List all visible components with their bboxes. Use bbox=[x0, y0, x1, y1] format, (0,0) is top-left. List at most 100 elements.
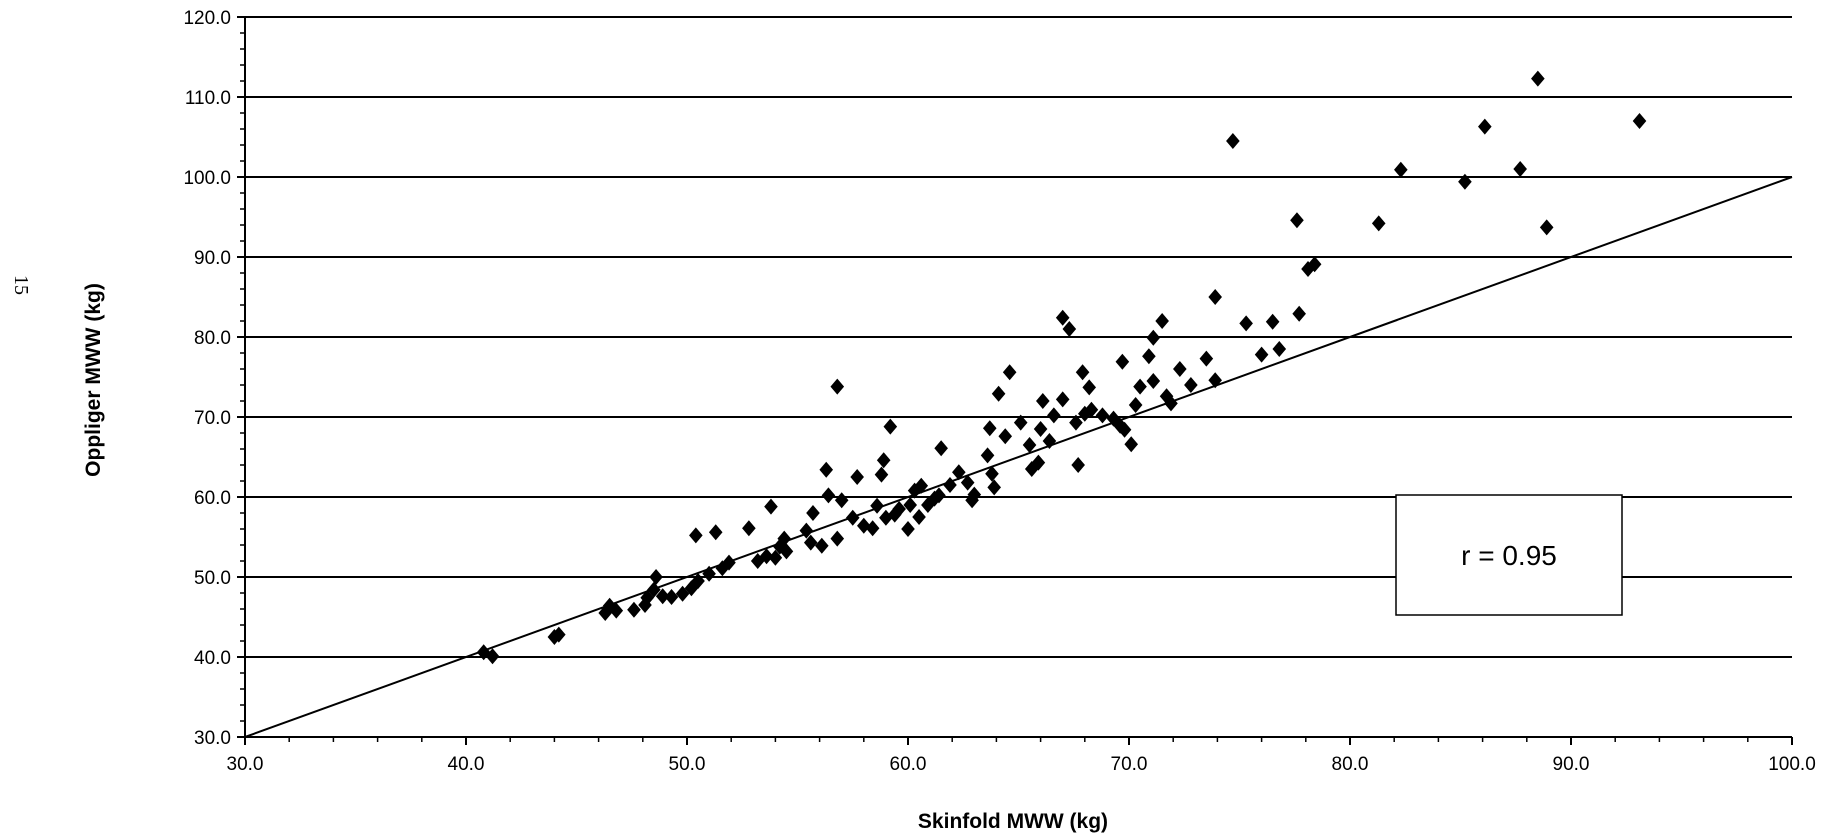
x-tick-label: 80.0 bbox=[1332, 754, 1369, 775]
data-point bbox=[1307, 256, 1322, 273]
data-point bbox=[821, 487, 836, 504]
data-point bbox=[1164, 395, 1178, 412]
data-point bbox=[1095, 407, 1110, 424]
x-tick-label: 50.0 bbox=[669, 754, 706, 775]
data-point bbox=[1128, 397, 1143, 413]
data-point bbox=[1265, 313, 1280, 330]
data-point bbox=[1208, 289, 1222, 305]
data-point bbox=[1042, 433, 1057, 449]
data-point bbox=[759, 548, 774, 565]
data-point bbox=[907, 482, 922, 499]
data-point bbox=[1184, 377, 1198, 393]
data-point bbox=[815, 537, 829, 554]
data-point bbox=[991, 385, 1006, 402]
data-point bbox=[742, 520, 756, 537]
data-point bbox=[912, 509, 926, 525]
x-tick-label: 70.0 bbox=[1111, 754, 1148, 775]
data-point bbox=[1133, 378, 1147, 395]
y-tick-label: 80.0 bbox=[194, 328, 231, 349]
data-point bbox=[1117, 421, 1132, 438]
y-tick-label: 70.0 bbox=[194, 408, 231, 429]
data-point bbox=[1254, 346, 1269, 363]
data-point bbox=[1173, 361, 1187, 377]
data-point bbox=[1002, 364, 1017, 381]
data-point bbox=[1124, 436, 1139, 453]
x-tick-label: 100.0 bbox=[1768, 754, 1816, 775]
data-point bbox=[1539, 219, 1554, 236]
data-points bbox=[476, 70, 1647, 665]
data-point bbox=[960, 474, 975, 491]
data-point bbox=[857, 517, 871, 534]
data-point bbox=[627, 601, 641, 618]
data-point bbox=[1013, 414, 1028, 431]
x-tick-label: 40.0 bbox=[448, 754, 485, 775]
data-point bbox=[609, 602, 624, 619]
page-number: 15 bbox=[10, 275, 32, 295]
axes bbox=[237, 16, 1793, 745]
data-point bbox=[777, 530, 792, 547]
data-point bbox=[655, 588, 670, 605]
data-point bbox=[1084, 401, 1099, 418]
y-tick-label: 110.0 bbox=[185, 88, 231, 109]
data-point bbox=[708, 524, 723, 541]
data-point bbox=[649, 569, 663, 585]
data-point bbox=[870, 497, 884, 514]
y-tick-label: 100.0 bbox=[183, 168, 231, 189]
data-point bbox=[914, 477, 929, 494]
data-point bbox=[985, 465, 999, 482]
data-point bbox=[921, 497, 935, 513]
data-point bbox=[1082, 379, 1097, 396]
data-point bbox=[1146, 329, 1161, 346]
identity-line-group bbox=[244, 176, 1793, 738]
data-point bbox=[806, 505, 820, 521]
data-point bbox=[1208, 372, 1222, 389]
data-point bbox=[819, 461, 834, 478]
data-point bbox=[1292, 305, 1306, 322]
data-point bbox=[874, 466, 889, 483]
data-point bbox=[702, 565, 716, 582]
data-point bbox=[1632, 113, 1647, 129]
data-point bbox=[1047, 407, 1061, 424]
data-point bbox=[689, 527, 703, 544]
data-point bbox=[1055, 391, 1070, 408]
data-point bbox=[768, 549, 783, 566]
y-tick-label: 40.0 bbox=[194, 648, 231, 669]
data-point bbox=[1478, 118, 1492, 135]
y-tick-label: 30.0 bbox=[194, 728, 231, 749]
data-point bbox=[779, 543, 794, 560]
x-axis-title: Skinfold MWW (kg) bbox=[918, 810, 1108, 833]
data-point bbox=[1033, 421, 1048, 437]
data-point bbox=[903, 497, 918, 513]
data-point bbox=[1272, 341, 1287, 357]
y-tick-label: 90.0 bbox=[194, 248, 231, 269]
data-point bbox=[715, 560, 730, 577]
data-point bbox=[1069, 414, 1083, 431]
annotation-box: r = 0.95 bbox=[1395, 494, 1623, 616]
data-point bbox=[485, 648, 500, 665]
data-point bbox=[1115, 353, 1130, 370]
data-point bbox=[865, 520, 880, 537]
data-point bbox=[803, 534, 818, 551]
data-point bbox=[998, 428, 1013, 445]
data-point bbox=[647, 581, 661, 598]
identity-line bbox=[244, 176, 1793, 738]
data-point bbox=[691, 573, 705, 589]
data-point bbox=[982, 420, 997, 437]
data-point bbox=[845, 509, 860, 526]
data-point bbox=[1239, 315, 1253, 332]
y-tick-label: 50.0 bbox=[194, 568, 231, 589]
data-point bbox=[764, 498, 778, 515]
x-tick-label: 60.0 bbox=[890, 754, 927, 775]
data-point bbox=[1513, 161, 1527, 177]
data-point bbox=[901, 521, 915, 537]
data-point bbox=[1371, 215, 1386, 232]
data-point bbox=[876, 452, 891, 469]
annotation-frame bbox=[1395, 494, 1623, 616]
data-point bbox=[967, 486, 982, 503]
data-point bbox=[1071, 457, 1085, 473]
data-point bbox=[1394, 161, 1408, 178]
data-point bbox=[830, 530, 845, 547]
gridlines bbox=[245, 16, 1792, 658]
data-point bbox=[1062, 321, 1077, 337]
